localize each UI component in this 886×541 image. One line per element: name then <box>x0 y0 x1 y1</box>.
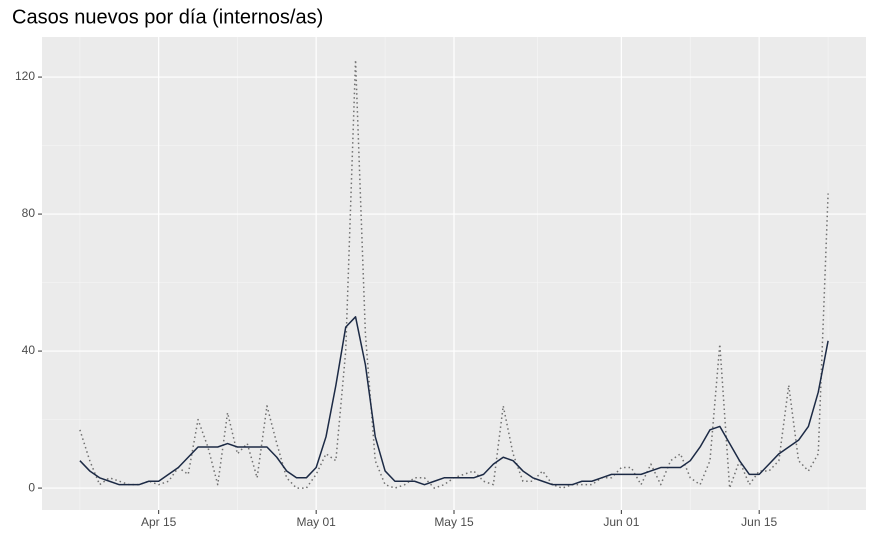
x-tick-label: Jun 01 <box>603 515 639 529</box>
y-tick-label: 80 <box>22 206 36 220</box>
y-tick-label: 120 <box>15 69 35 83</box>
chart-title: Casos nuevos por día (internos/as) <box>12 6 323 28</box>
x-tick-label: Jun 15 <box>741 515 777 529</box>
x-tick-label: May 01 <box>296 515 336 529</box>
x-tick-label: Apr 15 <box>141 515 177 529</box>
y-tick-label: 40 <box>22 343 36 357</box>
series-line <box>79 316 829 486</box>
y-tick-label: 0 <box>28 480 35 494</box>
x-tick-label: May 15 <box>434 515 474 529</box>
